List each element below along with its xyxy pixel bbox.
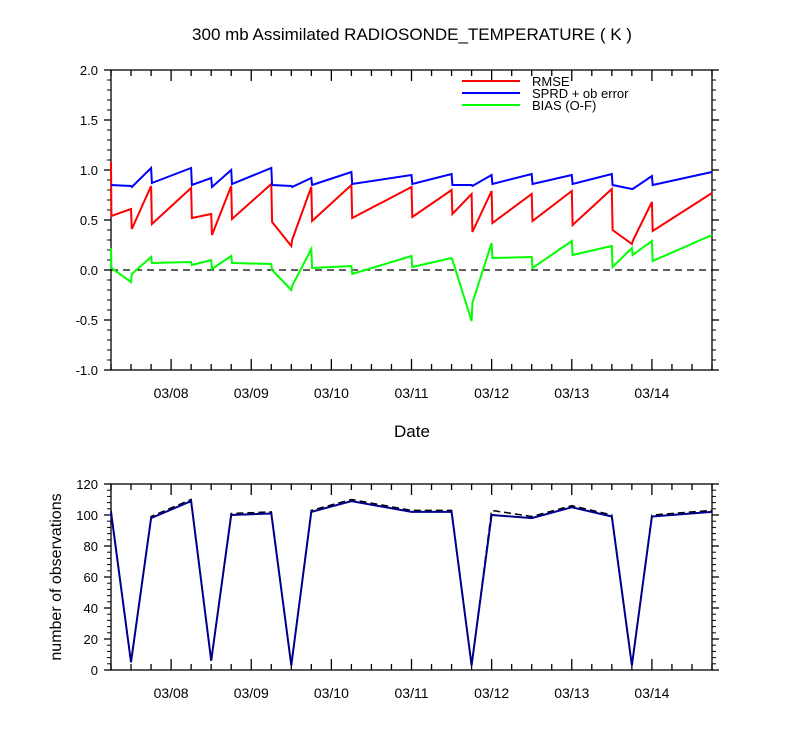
top-y-tick-label: -0.5 — [76, 313, 98, 328]
bottom-plot: 03/08 03/09 03/10 03/11 03/12 03/13 03/14 0 20 40… — [76, 477, 719, 701]
top-y-tick-label: 0.0 — [80, 263, 98, 278]
bottom-x-tick-label: 03/10 — [314, 685, 349, 701]
bottom-y-tick-label: 20 — [84, 632, 98, 647]
bottom-x-tick-label: 03/12 — [474, 685, 509, 701]
x-axis-label: Date — [394, 422, 430, 441]
top-series-sprd-ob-error — [110, 165, 713, 190]
bottom-y-tick-label: 80 — [84, 539, 98, 554]
bottom-series-observations-possible — [110, 498, 713, 666]
top-x-tick-label: 03/10 — [314, 385, 349, 401]
top-x-tick-label: 03/08 — [154, 385, 189, 401]
top-y-tick-label: 2.0 — [80, 63, 98, 78]
top-x-tick-label: 03/12 — [474, 385, 509, 401]
top-y-tick-label: 1.5 — [80, 113, 98, 128]
top-x-tick-label: 03/13 — [554, 385, 589, 401]
top-x-tick-label: 03/11 — [395, 385, 429, 401]
top-plot-frame — [110, 69, 713, 371]
chart-title: 300 mb Assimilated RADIOSONDE_TEMPERATUR… — [192, 25, 632, 44]
bottom-x-tick-label: 03/14 — [634, 685, 669, 701]
bottom-y-tick-label: 100 — [76, 508, 98, 523]
y-axis-label-bottom: number of observations — [48, 493, 65, 660]
top-x-tick-label: 03/09 — [234, 385, 269, 401]
top-y-tick-label: 1.0 — [80, 163, 98, 178]
top-y-tick-label: 0.5 — [80, 213, 98, 228]
bottom-x-tick-label: 03/09 — [234, 685, 269, 701]
top-x-tick-label: 03/14 — [634, 385, 669, 401]
legend-label-2: BIAS (O-F) — [532, 98, 596, 113]
bottom-y-tick-label: 0 — [91, 663, 98, 678]
bottom-x-tick-label: 03/11 — [395, 685, 429, 701]
bottom-y-tick-label: 60 — [84, 570, 98, 585]
bottom-y-tick-label: 40 — [84, 601, 98, 616]
bottom-x-tick-label: 03/13 — [554, 685, 589, 701]
bottom-series-observations-used — [110, 499, 713, 666]
top-series-bias-o-f — [110, 234, 713, 322]
legend-label-1: SPRD + ob error — [532, 86, 629, 101]
bottom-x-tick-label: 03/08 — [154, 685, 189, 701]
top-plot: 03/08 03/09 03/10 03/11 03/12 03/13 03/14 -1.0 -… — [76, 63, 719, 401]
top-y-tick-label: -1.0 — [76, 363, 98, 378]
legend-label-0: RMSE — [532, 74, 570, 89]
bottom-y-tick-label: 120 — [76, 477, 98, 492]
top-series-rmse — [110, 161, 713, 249]
